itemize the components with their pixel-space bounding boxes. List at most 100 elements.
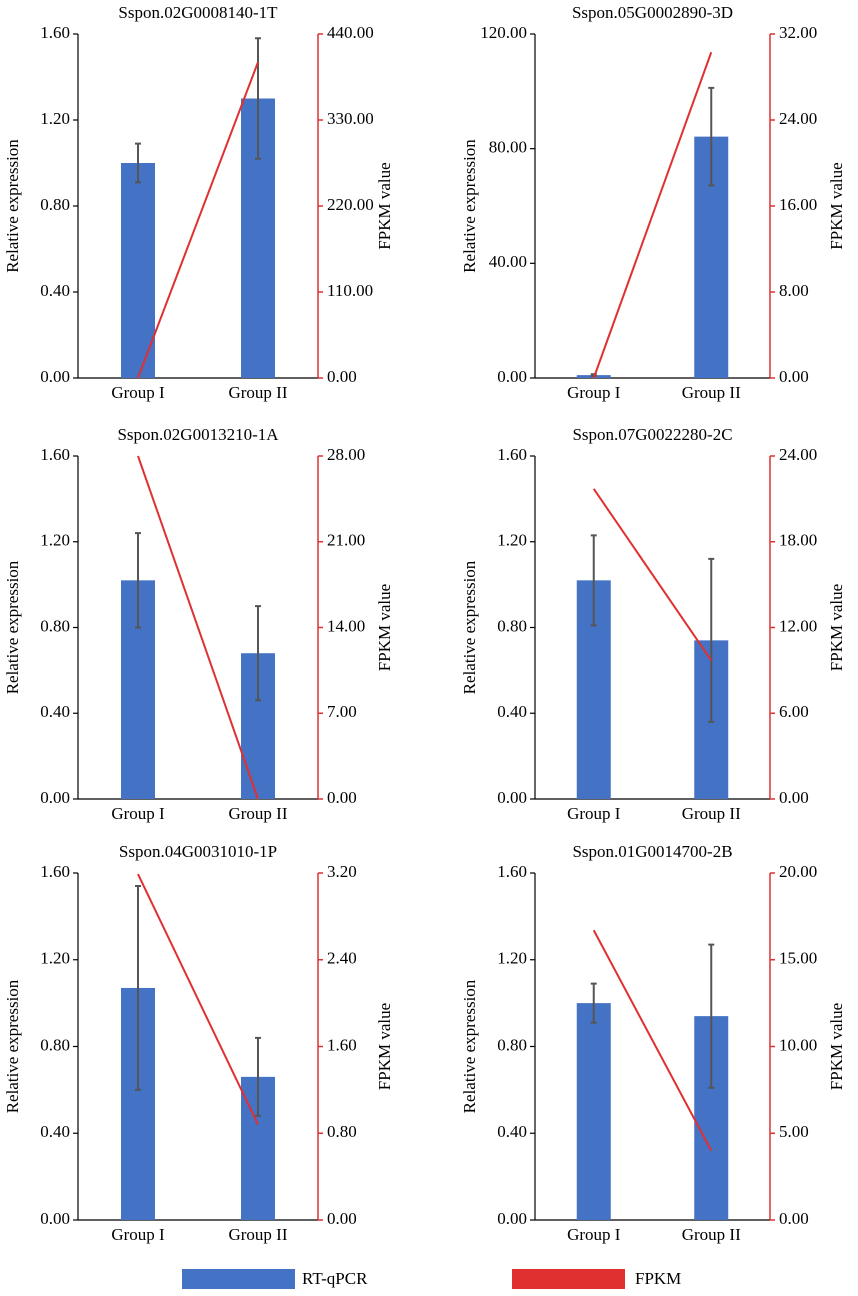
error-bar [135, 142, 141, 184]
y2-tick-label: 0.00 [779, 367, 809, 386]
chart-title: Sspon.01G0014700-2B [572, 842, 732, 861]
y-tick-label: 0.00 [40, 1209, 70, 1228]
y2-tick-label: 32.00 [779, 23, 817, 42]
y-axis-label: Relative expression [3, 979, 22, 1113]
y-tick-label: 0.80 [497, 616, 527, 635]
y2-axis-label: FPKM value [827, 162, 846, 249]
y-tick-label: 0.00 [40, 788, 70, 807]
y2-tick-label: 5.00 [779, 1122, 809, 1141]
y2-tick-label: 18.00 [779, 531, 817, 550]
y-tick-label: 0.80 [40, 1035, 70, 1054]
y2-tick-label: 20.00 [779, 862, 817, 881]
x-tick-label: Group I [111, 1225, 165, 1244]
y-axis-label: Relative expression [460, 979, 479, 1113]
y-tick-label: 1.60 [497, 445, 527, 464]
y2-tick-label: 440.00 [327, 23, 374, 42]
y2-tick-label: 0.00 [327, 1209, 357, 1228]
y2-tick-label: 110.00 [327, 281, 373, 300]
fpkm-line [137, 873, 259, 1126]
y2-tick-label: 2.40 [327, 949, 357, 968]
y-tick-label: 1.60 [40, 862, 70, 881]
error-bar [708, 943, 715, 1089]
chart-title: Sspon.02G0013210-1A [117, 425, 279, 444]
y2-tick-label: 6.00 [779, 702, 809, 721]
x-tick-label: Group II [228, 1225, 287, 1244]
y2-tick-label: 16.00 [779, 195, 817, 214]
y-tick-label: 0.40 [40, 281, 70, 300]
y2-axis-label: FPKM value [375, 162, 394, 249]
y-axis-label: Relative expression [460, 560, 479, 694]
y-tick-label: 1.20 [497, 949, 527, 968]
y-tick-label: 0.80 [40, 195, 70, 214]
error-bar [708, 557, 715, 723]
fpkm-line [137, 455, 259, 800]
y-axis-label: Relative expression [3, 560, 22, 694]
chart-title: Sspon.07G0022280-2C [572, 425, 732, 444]
error-bar [708, 86, 715, 187]
y-tick-label: 1.60 [40, 23, 70, 42]
y2-tick-label: 1.60 [327, 1035, 357, 1054]
y2-tick-label: 0.80 [327, 1122, 357, 1141]
y-tick-label: 0.40 [497, 702, 527, 721]
error-bar [255, 605, 261, 702]
x-tick-label: Group II [228, 383, 287, 402]
x-tick-label: Group I [567, 383, 621, 402]
error-bar [590, 982, 597, 1024]
y2-tick-label: 21.00 [327, 531, 365, 550]
chart-title: Sspon.05G0002890-3D [572, 3, 733, 22]
bar [121, 163, 155, 378]
y2-tick-label: 24.00 [779, 109, 817, 128]
y2-tick-label: 15.00 [779, 949, 817, 968]
y-tick-label: 0.80 [497, 1035, 527, 1054]
y-tick-label: 0.00 [40, 367, 70, 386]
y2-tick-label: 0.00 [779, 788, 809, 807]
y2-tick-label: 24.00 [779, 445, 817, 464]
y-tick-label: 1.20 [497, 531, 527, 550]
error-bar [590, 534, 597, 627]
y2-tick-label: 10.00 [779, 1035, 817, 1054]
y-tick-label: 0.00 [497, 367, 527, 386]
x-tick-label: Group I [567, 804, 621, 823]
y2-tick-label: 220.00 [327, 195, 374, 214]
y-tick-label: 0.40 [497, 1122, 527, 1141]
error-bar [135, 532, 141, 629]
x-tick-label: Group II [228, 804, 287, 823]
fpkm-line [137, 61, 259, 379]
fpkm-line [592, 929, 713, 1152]
x-tick-label: Group II [682, 1225, 741, 1244]
y-axis-label: Relative expression [460, 139, 479, 273]
legend-swatch [182, 1269, 295, 1289]
y2-tick-label: 14.00 [327, 616, 365, 635]
y-tick-label: 0.40 [40, 1122, 70, 1141]
x-tick-label: Group I [111, 383, 165, 402]
y2-tick-label: 0.00 [327, 788, 357, 807]
y2-tick-label: 7.00 [327, 702, 357, 721]
y2-axis-label: FPKM value [827, 584, 846, 671]
y-tick-label: 1.60 [40, 445, 70, 464]
fpkm-line [592, 51, 713, 379]
y2-tick-label: 0.00 [327, 367, 357, 386]
chart-title: Sspon.04G0031010-1P [119, 842, 277, 861]
y2-tick-label: 28.00 [327, 445, 365, 464]
y2-tick-label: 3.20 [327, 862, 357, 881]
y-tick-label: 120.00 [480, 23, 527, 42]
y-tick-label: 40.00 [489, 252, 527, 271]
error-bar [255, 37, 261, 160]
y2-axis-label: FPKM value [827, 1003, 846, 1090]
error-bar [135, 885, 141, 1091]
y2-tick-label: 330.00 [327, 109, 374, 128]
legend-label: RT-qPCR [302, 1269, 368, 1288]
error-bar [255, 1036, 261, 1117]
y2-tick-label: 8.00 [779, 281, 809, 300]
y-tick-label: 1.20 [40, 949, 70, 968]
chart-title: Sspon.02G0008140-1T [118, 3, 278, 22]
y2-tick-label: 0.00 [779, 1209, 809, 1228]
y-tick-label: 0.40 [40, 702, 70, 721]
fpkm-line [592, 488, 713, 661]
y-tick-label: 80.00 [489, 138, 527, 157]
y-tick-label: 0.00 [497, 788, 527, 807]
y-tick-label: 1.20 [40, 109, 70, 128]
y-tick-label: 0.00 [497, 1209, 527, 1228]
legend-swatch [512, 1269, 625, 1289]
x-tick-label: Group II [682, 383, 741, 402]
